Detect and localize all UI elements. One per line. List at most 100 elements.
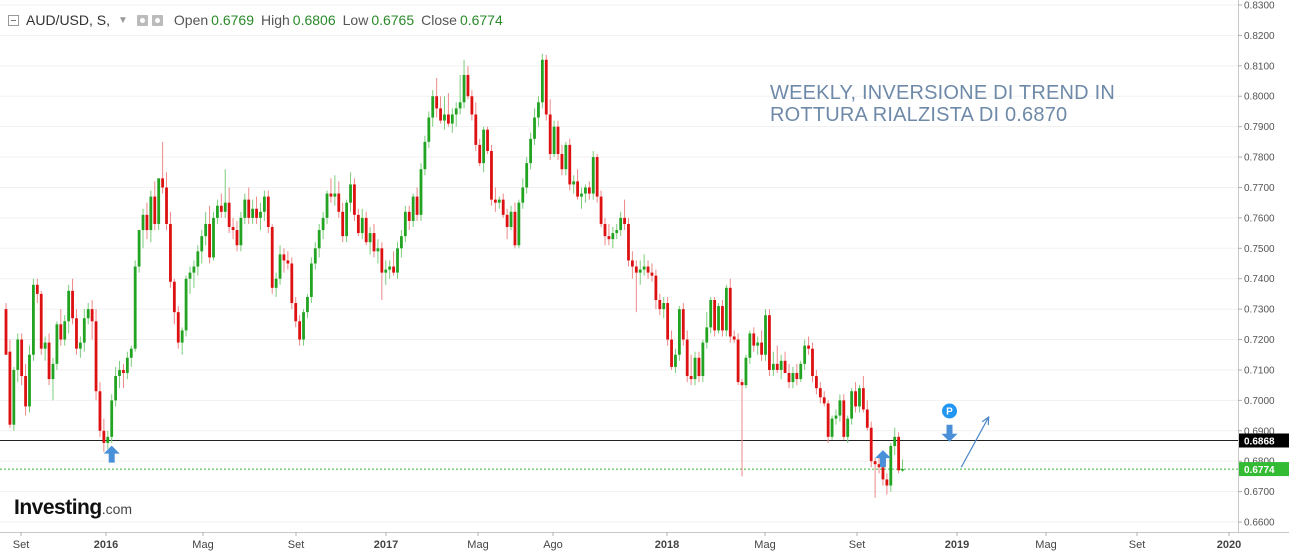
candle-body xyxy=(235,230,239,246)
candle-body xyxy=(102,430,106,443)
candle xyxy=(544,54,548,121)
x-tick-label: Set xyxy=(13,539,30,551)
y-tick-label: 0.7800 xyxy=(1244,153,1275,164)
candle-body xyxy=(587,187,591,194)
candle-body xyxy=(576,181,579,197)
candle-body xyxy=(654,275,658,300)
logo-suffix: .com xyxy=(101,501,133,517)
y-tick-label: 0.7900 xyxy=(1244,122,1275,133)
candle-body xyxy=(642,266,646,270)
candle-body xyxy=(122,369,125,373)
candle-body xyxy=(86,309,90,319)
eye-icon[interactable] xyxy=(136,14,148,26)
candle xyxy=(791,366,795,389)
candle-body xyxy=(458,102,462,109)
candle-body xyxy=(8,351,12,425)
candle xyxy=(677,306,681,361)
candle-body xyxy=(724,287,728,331)
candle xyxy=(458,74,462,115)
overlay-annotations: P xyxy=(103,403,990,468)
candle xyxy=(180,327,184,355)
candle-body xyxy=(462,74,466,103)
candle xyxy=(270,223,274,294)
candle-body xyxy=(396,248,399,273)
candle-body xyxy=(321,217,325,231)
candle xyxy=(411,193,415,228)
collapse-icon[interactable] xyxy=(8,14,19,26)
candle-body xyxy=(764,315,767,355)
candle-body xyxy=(517,202,521,246)
candle xyxy=(16,333,20,383)
candle-body xyxy=(497,199,501,203)
candle xyxy=(775,345,779,373)
candle xyxy=(850,388,854,425)
candle xyxy=(345,199,349,243)
candle-body xyxy=(411,196,415,221)
candle-body xyxy=(259,211,262,218)
candle xyxy=(885,473,889,495)
candle-body xyxy=(623,217,626,224)
symbol-label[interactable]: AUD/USD, S, xyxy=(26,12,111,28)
candle xyxy=(493,187,497,212)
candle-body xyxy=(619,217,623,231)
candle xyxy=(192,260,196,288)
candle xyxy=(787,363,791,389)
candle-body xyxy=(607,236,611,240)
candle xyxy=(200,230,204,264)
x-tick-label: 2018 xyxy=(655,539,679,551)
x-tick-label: Mag xyxy=(1035,539,1056,551)
candle xyxy=(658,293,662,316)
candle-body xyxy=(540,59,544,103)
chevron-down-icon[interactable]: ▼ xyxy=(118,14,128,26)
candle-body xyxy=(627,223,630,261)
candle-body xyxy=(204,223,208,237)
candle xyxy=(482,126,486,173)
candle xyxy=(548,99,552,161)
candle-body xyxy=(153,196,157,224)
candle xyxy=(599,190,603,228)
candle xyxy=(51,357,55,401)
candle xyxy=(309,257,313,304)
candle-body xyxy=(560,154,564,170)
candle-body xyxy=(493,199,497,203)
candle xyxy=(744,354,748,389)
candle xyxy=(693,351,697,386)
candle xyxy=(403,205,407,243)
candle xyxy=(564,141,568,176)
candle xyxy=(35,278,39,304)
candle xyxy=(462,59,466,109)
candle-body xyxy=(165,187,168,224)
candle-body xyxy=(419,169,423,215)
candle xyxy=(607,223,611,246)
candle xyxy=(595,154,599,203)
candle xyxy=(376,239,380,264)
candle xyxy=(466,65,470,100)
candle-body xyxy=(756,342,760,346)
candle xyxy=(82,309,86,352)
candle-body xyxy=(736,339,740,383)
candle xyxy=(294,296,298,328)
candle xyxy=(439,96,442,124)
candle-body xyxy=(196,251,200,267)
candle-body xyxy=(337,193,341,212)
y-tick-label: 0.8300 xyxy=(1244,1,1275,12)
candle xyxy=(642,254,646,276)
candle-body xyxy=(313,248,317,264)
candle xyxy=(122,363,125,389)
candle-body xyxy=(278,254,282,279)
candle xyxy=(552,120,556,158)
candle xyxy=(865,400,869,431)
candle-body xyxy=(717,306,720,331)
candle xyxy=(59,309,63,346)
candle xyxy=(666,296,670,346)
candle xyxy=(858,385,861,413)
marker-pin-icon xyxy=(942,403,958,419)
candle-body xyxy=(443,114,446,121)
settings-icon[interactable] xyxy=(151,14,163,26)
candle-body xyxy=(865,409,869,428)
candle-body xyxy=(360,217,364,234)
candle xyxy=(603,217,607,246)
candle xyxy=(102,418,106,453)
candle xyxy=(94,309,98,401)
